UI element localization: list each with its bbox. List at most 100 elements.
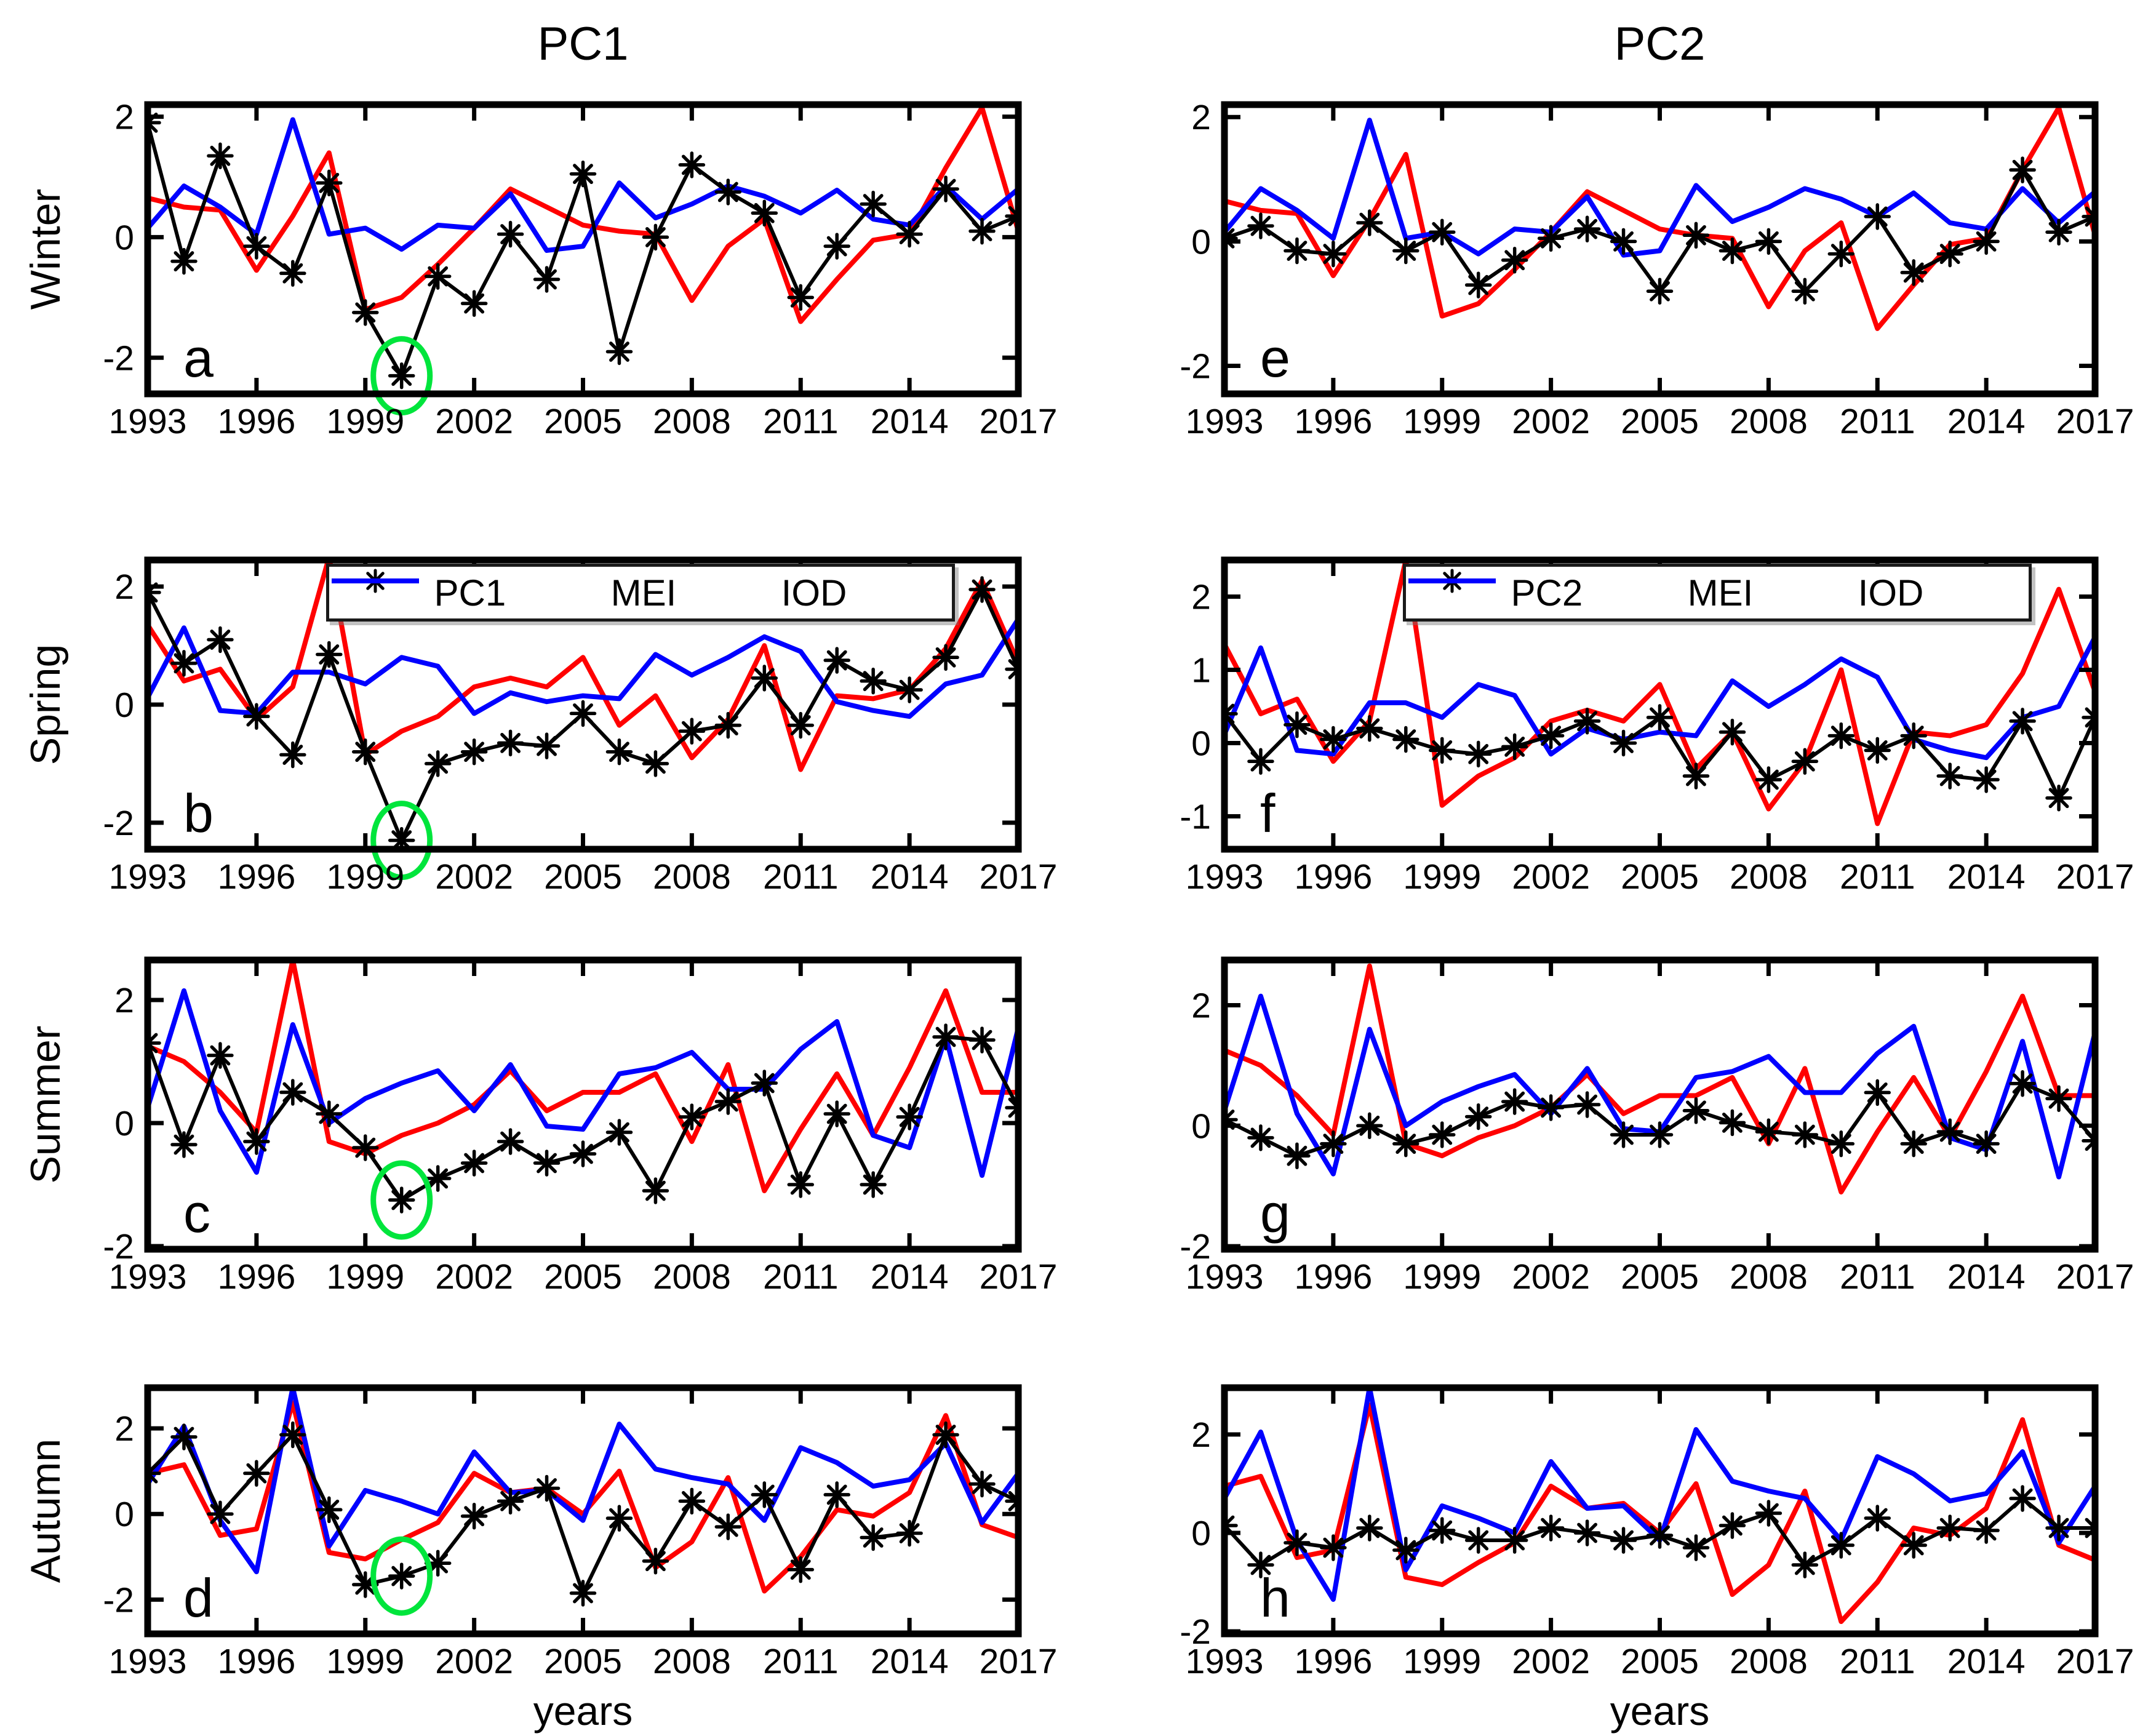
asterisk-marker [1468,1530,1489,1551]
legend-entry-mei: MEI [332,572,677,614]
asterisk-marker [1008,1105,1018,1118]
axis-ticks [1222,1388,2098,1634]
x-tick-label: 1993 [1186,1257,1264,1297]
asterisk-marker [1794,281,1815,302]
asterisk-marker [717,1516,738,1537]
asterisk-marker [863,671,884,692]
plot-border [144,556,1022,853]
y-tick-label: -2 [1180,1227,1211,1266]
iod-line [148,617,1018,719]
mei-line [148,105,1018,324]
asterisk-marker [148,590,158,603]
asterisk-marker [2085,707,2095,720]
asterisk-marker [2048,788,2069,809]
x-tick-label: 2008 [653,857,731,897]
x-tick-label: 2017 [980,1642,1058,1681]
asterisk-marker [1395,1134,1416,1154]
chart-canvas-e: 1993 1996 1999 2002 2005 2008 2011 2014 2017 -2 0 2 [1180,98,2134,441]
x-tick-label: 2002 [435,857,513,897]
asterisk-marker [464,293,485,314]
asterisk-marker [935,647,956,668]
asterisk-marker [972,1030,992,1050]
x-tick-label: 2005 [544,402,622,441]
asterisk-marker [210,1503,231,1524]
x-tick-label: 2017 [2056,402,2134,441]
asterisk-marker [428,1553,449,1574]
asterisk-marker [1432,222,1453,242]
asterisk-marker [573,1143,593,1164]
asterisk-marker [1395,241,1416,261]
y-tick-label: 0 [114,1495,134,1534]
x-tick-label: 2002 [435,402,513,441]
panel-letter-a: a [183,327,214,388]
asterisk-marker [609,342,629,362]
x-tick-label: 2017 [2056,857,2134,897]
x-tick-label: 2008 [1730,1257,1808,1297]
chart-canvas-c: 1993 1996 1999 2002 2005 2008 2011 2014 2017 -2 0 2 [103,956,1057,1297]
pc-markers [148,1023,1018,1214]
y-tick-labels: -2 0 2 [1180,986,1211,1266]
legend-label-mei: MEI [610,572,677,614]
x-tick-label: 2014 [1947,857,2026,897]
y-tick-label: -2 [103,1227,134,1266]
asterisk-marker [754,202,775,223]
x-tick-label: 1999 [326,857,404,897]
x-tick-labels: 1993 1996 1999 2002 2005 2008 2011 2014 2017 [109,402,1058,441]
asterisk-marker [2048,222,2069,242]
asterisk-marker [464,742,485,762]
x-tick-label: 2005 [544,1642,622,1681]
asterisk-marker [1008,214,1018,226]
asterisk-marker [1008,666,1018,679]
asterisk-marker [2048,1088,2069,1109]
x-tick-label: 1999 [326,402,404,441]
asterisk-marker [1250,215,1271,236]
asterisk-marker [1504,1530,1525,1551]
legend-line-sample-iod [1408,578,1496,583]
legend-entry-iod: IOD [332,572,847,614]
x-tick-label: 1993 [109,1257,187,1297]
x-tick-label: 2014 [1947,1257,2026,1297]
asterisk-marker [1831,244,1851,265]
asterisk-marker [355,302,376,323]
plot-area [148,560,1018,849]
row-label-winter: Winter [22,188,69,310]
asterisk-marker [1867,740,1888,761]
iod-line [1224,118,2095,258]
x-tick-label: 2005 [1621,1642,1699,1681]
asterisk-marker [826,1484,847,1505]
asterisk-marker [282,1425,303,1445]
asterisk-marker [1541,228,1562,249]
asterisk-marker [174,1134,194,1155]
y-tick-labels: -1 0 1 2 [1180,577,1211,836]
plot-area [1224,963,2095,1194]
panel-letter-h: h [1260,1567,1290,1628]
asterisk-marker [1224,1515,1235,1528]
x-tick-label: 1993 [1186,857,1264,897]
asterisk-marker [1008,659,1018,672]
x-tick-label: 2014 [1947,402,2026,441]
asterisk-marker [537,269,557,290]
x-tick-label: 1999 [326,1257,404,1297]
highlight-ellipse [370,1160,433,1240]
asterisk-marker [573,164,593,185]
pc-markers [1224,1485,2095,1578]
panel-a-winter-pc1: 1993 1996 1999 2002 2005 2008 2011 2014 2017 -2 0 2… [103,98,1057,441]
y-tick-label: 2 [114,1409,134,1449]
asterisk-marker [1650,1525,1670,1546]
asterisk-marker [1577,711,1598,732]
y-tick-label: 0 [1191,724,1211,763]
asterisk-marker [1794,1124,1815,1145]
asterisk-marker [246,236,267,257]
column-title-pc2: PC2 [1614,18,1706,70]
x-tick-label: 1993 [109,1642,187,1681]
asterisk-marker [1008,206,1018,219]
asterisk-marker [2085,214,2095,227]
asterisk-marker [2012,159,2033,180]
asterisk-marker [1939,244,1960,265]
y-tick-label: 2 [114,981,134,1020]
panel-h-autumn-pc2: 1993 1996 1999 2002 2005 2008 2011 2014 2017 -2 0 2… [1180,1384,2134,1681]
asterisk-marker [1468,1106,1489,1127]
row-label-spring: Spring [22,644,69,766]
asterisk-marker [1432,740,1453,761]
